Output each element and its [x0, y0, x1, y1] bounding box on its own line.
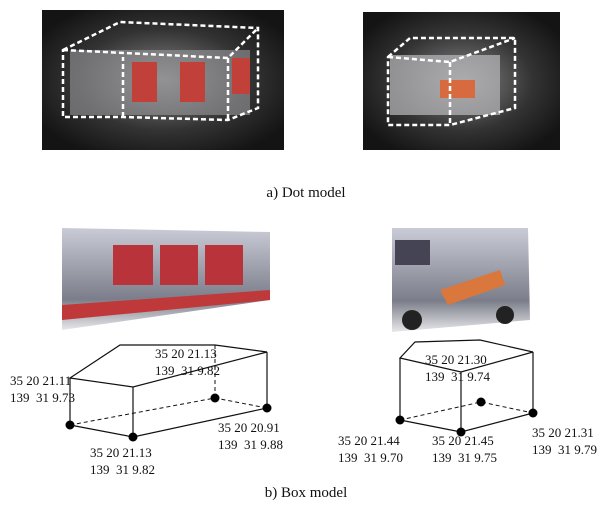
truck-photo — [62, 228, 270, 330]
coordinate-label: 35 20 20.91 — [218, 420, 280, 435]
dot-model-van — [363, 12, 560, 150]
coordinate-label: 35 20 21.11 — [10, 373, 71, 388]
coordinate-label: 35 20 21.30 — [425, 352, 487, 367]
coordinate-label: 139 31 9.88 — [218, 437, 283, 452]
coordinate-label: 35 20 21.31 — [532, 425, 594, 440]
coordinate-label: 35 20 21.13 — [155, 346, 217, 361]
coordinate-label: 35 20 21.45 — [432, 433, 494, 448]
caption: b) Box model — [265, 485, 348, 501]
coordinate-label: 139 31 9.82 — [90, 462, 155, 477]
caption: a) Dot model — [266, 185, 345, 201]
coordinate-label: 139 31 9.70 — [338, 450, 403, 465]
coordinate-label: 139 31 9.75 — [432, 450, 497, 465]
coordinate-labels: 35 20 21.13 139 31 9.82 35 20 21.11 139 31 … — [10, 346, 597, 477]
coordinate-label: 139 31 9.73 — [10, 390, 75, 405]
figure: a) Dot model 35 20 21.13139 31 9.8235 20… — [0, 0, 613, 511]
van-photo — [392, 228, 530, 332]
coordinate-label: 139 31 9.74 — [425, 369, 491, 384]
coordinate-label: 35 20 21.44 — [338, 433, 400, 448]
dot-model-truck — [42, 10, 284, 150]
coordinate-label: 139 31 9.82 — [155, 363, 220, 378]
coordinate-label: 35 20 21.13 — [90, 445, 152, 460]
coordinate-label: 139 31 9.79 — [532, 442, 597, 457]
